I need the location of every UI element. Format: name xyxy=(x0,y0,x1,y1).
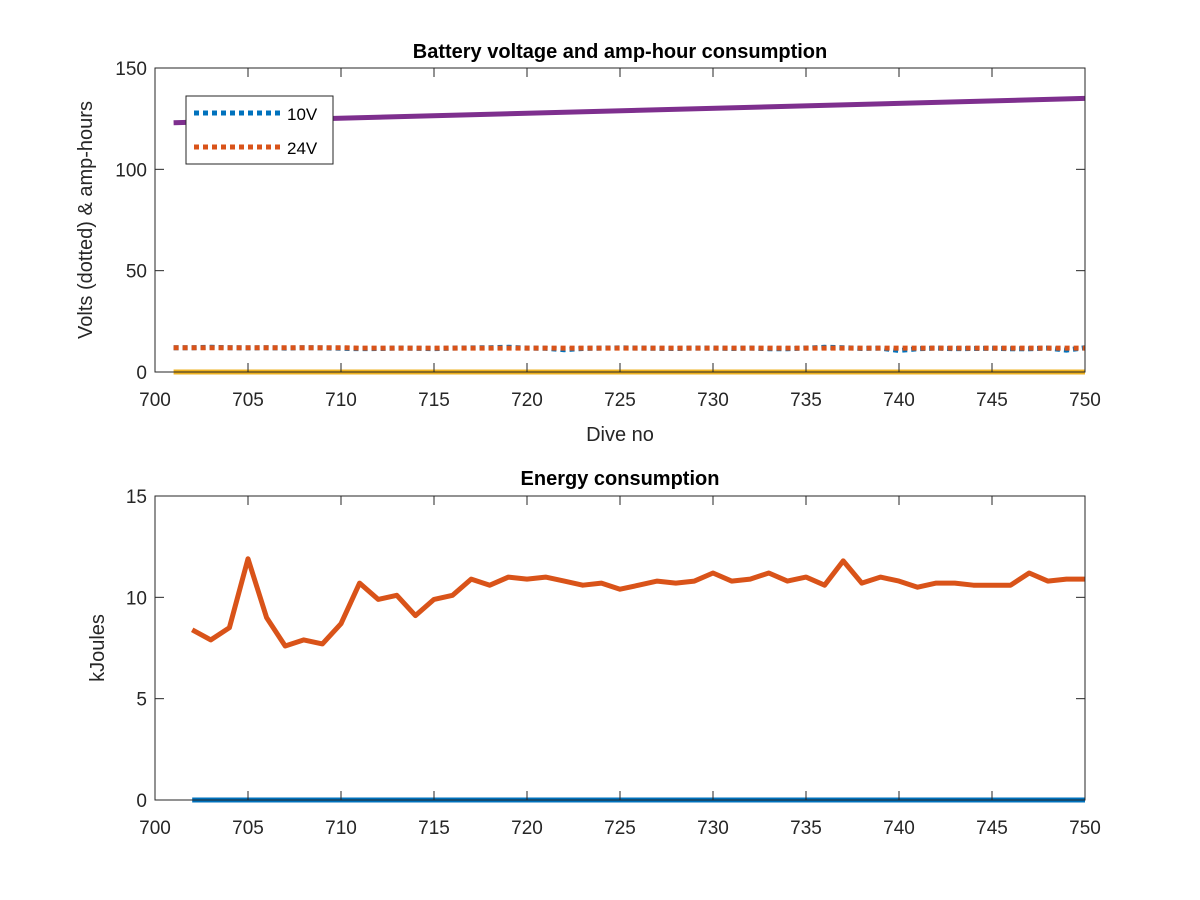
plot-marks xyxy=(191,556,1085,803)
energy-chart: Energy consumption kJoules 700 705 710 715 7… xyxy=(87,468,1101,839)
axis-ticks: 700 705 710 715 720 725 730 735 740 745 750 0 50 100 1… xyxy=(115,59,1101,411)
y-tick-label: 5 xyxy=(136,690,147,711)
y-tick-label: 100 xyxy=(115,160,147,181)
y-tick-label: 150 xyxy=(115,59,147,80)
y-tick-label: 50 xyxy=(126,262,147,283)
x-tick-label: 745 xyxy=(976,818,1008,839)
y-axis-label: Volts (dotted) & amp-hours xyxy=(75,101,97,339)
x-tick-label: 740 xyxy=(883,818,915,839)
plot-frame xyxy=(154,495,1086,801)
x-tick-label: 700 xyxy=(139,390,171,411)
y-tick-label: 0 xyxy=(136,363,147,384)
x-tick-label: 710 xyxy=(325,390,357,411)
y-tick-label: 0 xyxy=(136,791,147,812)
x-tick-label: 735 xyxy=(790,390,822,411)
x-tick-label: 700 xyxy=(139,818,171,839)
legend-box xyxy=(185,95,334,165)
x-tick-label: 745 xyxy=(976,390,1008,411)
chart-title: Battery voltage and amp-hour consumption xyxy=(413,41,827,63)
x-tick-label: 730 xyxy=(697,390,729,411)
x-tick-label: 735 xyxy=(790,818,822,839)
axis-ticks: 700 705 710 715 720 725 730 735 740 745 750 0 5 10 15 xyxy=(126,487,1101,839)
y-tick-label: 15 xyxy=(126,487,147,508)
x-tick-label: 705 xyxy=(232,390,264,411)
x-tick-label: 730 xyxy=(697,818,729,839)
legend-label-24v: 24V xyxy=(287,139,318,158)
x-tick-label: 720 xyxy=(511,818,543,839)
x-tick-label: 705 xyxy=(232,818,264,839)
x-tick-label: 725 xyxy=(604,390,636,411)
x-tick-label: 750 xyxy=(1069,390,1101,411)
x-tick-label: 710 xyxy=(325,818,357,839)
y-axis-label: kJoules xyxy=(87,614,109,682)
chart-title: Energy consumption xyxy=(521,468,720,490)
x-tick-label: 715 xyxy=(418,818,450,839)
legend-label-10v: 10V xyxy=(287,105,318,124)
legend: 10V 24V xyxy=(185,95,334,165)
x-tick-label: 750 xyxy=(1069,818,1101,839)
x-tick-label: 725 xyxy=(604,818,636,839)
x-axis-label: Dive no xyxy=(586,424,654,446)
x-tick-label: 715 xyxy=(418,390,450,411)
x-tick-label: 740 xyxy=(883,390,915,411)
series-line-series-2 xyxy=(191,556,1085,649)
y-tick-label: 10 xyxy=(126,588,147,609)
x-tick-label: 720 xyxy=(511,390,543,411)
voltage-amphour-chart: Battery voltage and amp-hour consumption… xyxy=(75,41,1101,446)
